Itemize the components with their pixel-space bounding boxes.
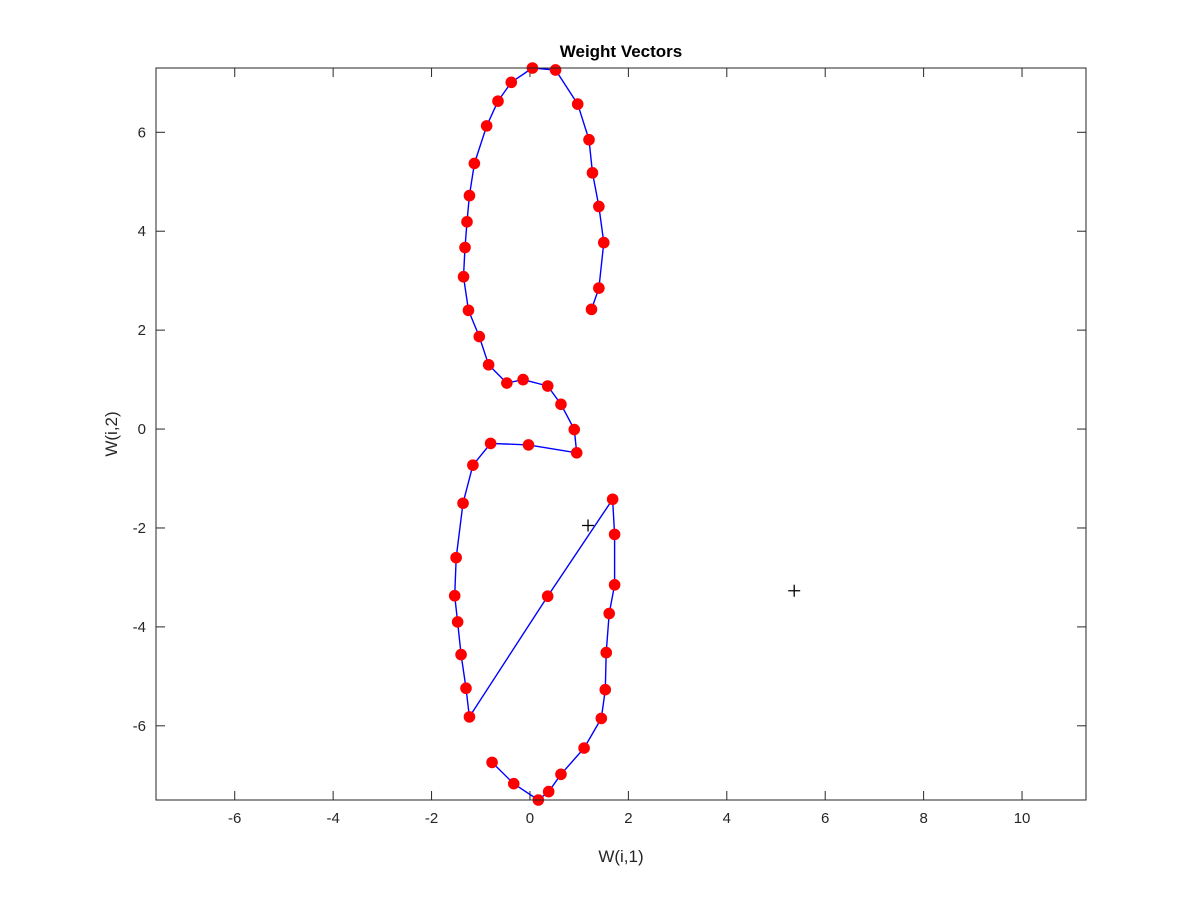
weight-vector-point — [480, 120, 493, 132]
weight-vector-point — [541, 380, 554, 392]
weight-vector-point — [608, 579, 621, 591]
axes-box — [155, 67, 1087, 801]
weight-vector-point — [473, 330, 486, 343]
weight-vector-point — [603, 607, 615, 620]
weight-vector-point — [457, 497, 469, 510]
weight-vector-point — [599, 683, 612, 696]
y-tick-label: 0 — [138, 421, 146, 438]
x-tick-label: 6 — [821, 810, 829, 827]
weight-vector-point — [467, 459, 479, 471]
weight-vector-point — [541, 590, 554, 603]
x-tick-label: 2 — [624, 810, 632, 827]
weight-vector-point — [457, 270, 470, 283]
weight-vector-point — [455, 648, 467, 661]
weight-vector-point — [571, 98, 584, 110]
y-tick-label: 2 — [138, 322, 146, 339]
weight-vector-point — [578, 742, 590, 754]
weight-vector-point — [462, 304, 475, 317]
weight-vector-point — [460, 682, 472, 695]
axes-background — [156, 68, 1086, 800]
x-axis-label: W(i,1) — [598, 847, 643, 866]
weight-vector-point — [593, 200, 605, 213]
y-tick-label: 4 — [138, 223, 146, 240]
weight-vector-point — [586, 167, 599, 179]
y-tick-label: -2 — [133, 520, 146, 537]
axis-ticks — [156, 68, 1086, 800]
weight-vector-point — [542, 785, 555, 798]
weight-vector-point — [570, 446, 583, 459]
x-tick-label: -6 — [228, 810, 241, 827]
weight-vector-point — [585, 303, 598, 316]
x-tick-label: -2 — [425, 810, 438, 827]
weight-vector-point — [450, 551, 462, 564]
weight-vector-point — [501, 377, 513, 389]
plus-marker — [582, 519, 595, 532]
weight-vector-point — [484, 437, 497, 450]
axis-tick-labels: -6 -4 -2 0 2 4 6 8 10 -6 -4 -2 0 2 4 6 — [133, 124, 1031, 827]
chart-title: Weight Vectors — [560, 42, 683, 61]
weight-vector-point — [486, 756, 498, 769]
weight-vector-point — [600, 646, 613, 659]
weight-vector-point — [492, 95, 504, 107]
weight-vector-point — [448, 589, 461, 602]
x-tick-label: 4 — [723, 810, 731, 827]
weight-vector-point — [583, 133, 595, 146]
weight-vector-point — [555, 768, 567, 781]
weight-vector-point — [468, 157, 481, 170]
x-tick-label: 0 — [526, 810, 534, 827]
weight-vector-point — [549, 64, 562, 76]
weight-vector-point — [517, 373, 529, 386]
weight-vector-point — [461, 216, 473, 228]
y-tick-label: -6 — [133, 718, 146, 735]
x-tick-label: 8 — [919, 810, 927, 827]
weight-vector-point — [568, 423, 581, 436]
weight-vector-point — [459, 241, 471, 254]
x-tick-label: -4 — [326, 810, 339, 827]
x-tick-label: 10 — [1014, 810, 1031, 827]
weight-vector-point — [463, 711, 476, 723]
weight-vector-point — [555, 398, 567, 411]
y-tick-label: 6 — [138, 124, 146, 141]
weight-vector-point — [608, 528, 621, 541]
weight-vector-point — [505, 76, 518, 89]
plot-series — [448, 62, 801, 806]
weight-vector-point — [482, 358, 495, 371]
weight-vector-point — [463, 189, 476, 202]
weight-vector-point — [593, 282, 605, 294]
weight-vector-point — [606, 493, 619, 506]
y-tick-label: -4 — [133, 619, 146, 636]
weight-vector-point — [507, 777, 520, 790]
weight-vector-point — [595, 712, 608, 725]
weight-vector-point — [451, 616, 464, 628]
weight-vector-point — [522, 439, 535, 451]
weight-vector-point — [597, 236, 610, 249]
y-axis-label: W(i,2) — [102, 411, 121, 456]
plus-marker — [788, 584, 801, 597]
